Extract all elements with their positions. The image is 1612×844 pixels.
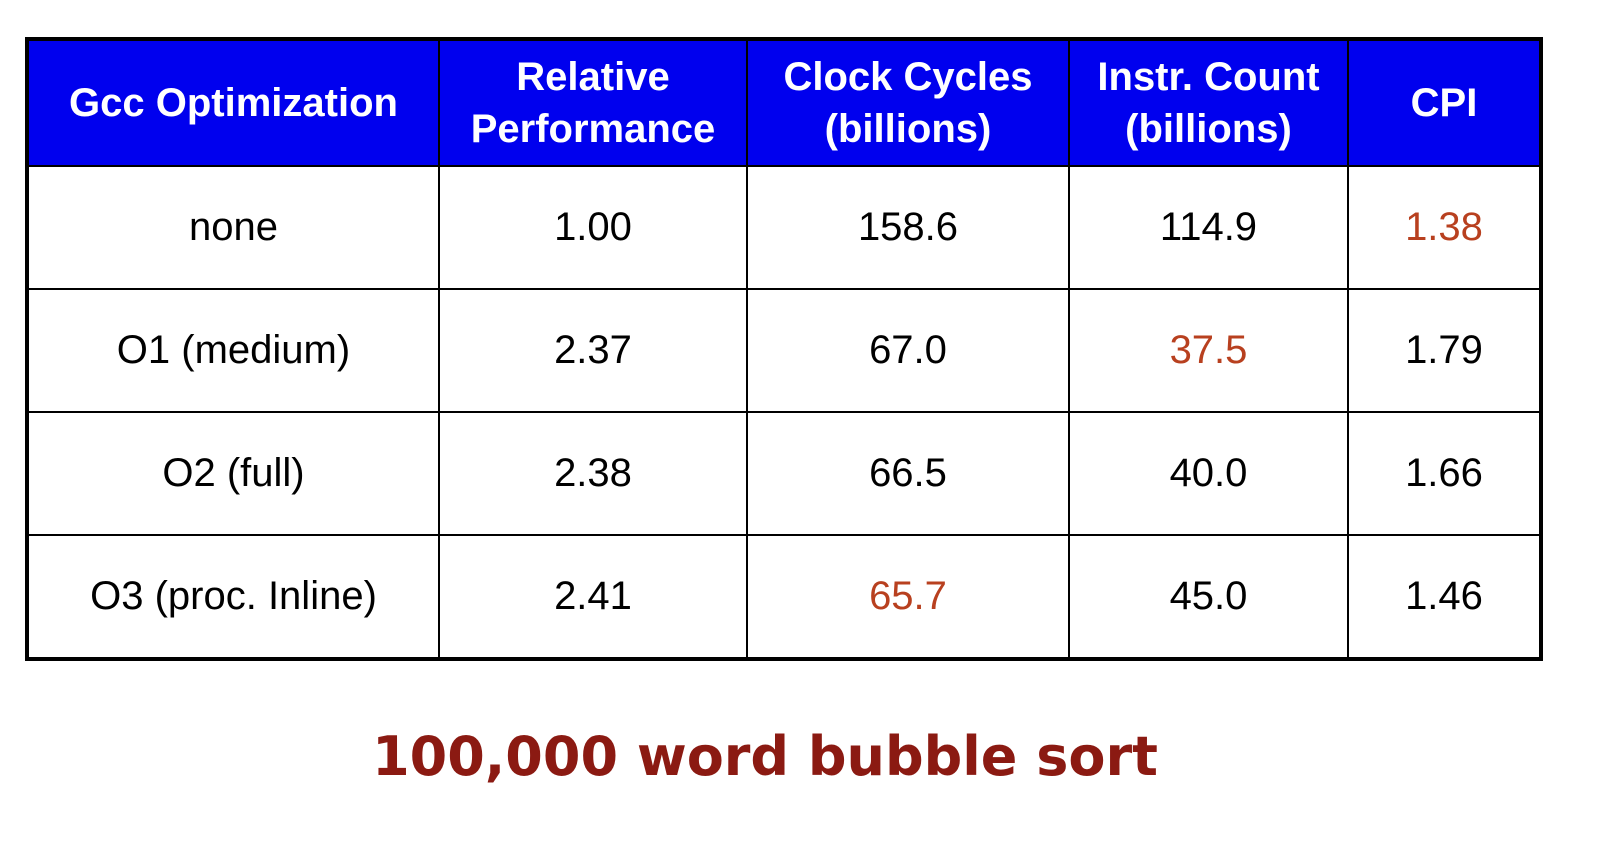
header-instr-count: Instr. Count (billions) <box>1068 38 1349 167</box>
cell-relative-performance: 2.41 <box>438 534 748 660</box>
cell-relative-performance: 2.37 <box>438 288 748 413</box>
table-row: O2 (full) 2.38 66.5 40.0 1.66 <box>26 411 1542 536</box>
table-row: none 1.00 158.6 114.9 1.38 <box>26 165 1542 290</box>
cell-optimization: none <box>26 165 440 290</box>
cell-cpi: 1.79 <box>1347 288 1542 413</box>
cell-instr-count: 40.0 <box>1068 411 1349 536</box>
header-cpi: CPI <box>1347 38 1542 167</box>
caption-title: 100,000 word bubble sort <box>372 725 1158 788</box>
cell-clock-cycles: 158.6 <box>746 165 1070 290</box>
cell-instr-count: 114.9 <box>1068 165 1349 290</box>
table-row: O3 (proc. Inline) 2.41 65.7 45.0 1.46 <box>26 534 1542 660</box>
cell-cpi: 1.38 <box>1347 165 1542 290</box>
cell-optimization: O3 (proc. Inline) <box>26 534 440 660</box>
cell-optimization: O1 (medium) <box>26 288 440 413</box>
header-clock-cycles: Clock Cycles (billions) <box>746 38 1070 167</box>
header-gcc-optimization: Gcc Optimization <box>26 38 440 167</box>
cell-clock-cycles: 67.0 <box>746 288 1070 413</box>
cell-clock-cycles: 66.5 <box>746 411 1070 536</box>
cell-instr-count: 45.0 <box>1068 534 1349 660</box>
cell-clock-cycles: 65.7 <box>746 534 1070 660</box>
performance-table: Gcc Optimization Relative Performance Cl… <box>25 37 1543 661</box>
table-header-row: Gcc Optimization Relative Performance Cl… <box>26 38 1542 167</box>
cell-optimization: O2 (full) <box>26 411 440 536</box>
cell-instr-count: 37.5 <box>1068 288 1349 413</box>
table-row: O1 (medium) 2.37 67.0 37.5 1.79 <box>26 288 1542 413</box>
cell-relative-performance: 1.00 <box>438 165 748 290</box>
cell-cpi: 1.66 <box>1347 411 1542 536</box>
cell-cpi: 1.46 <box>1347 534 1542 660</box>
cell-relative-performance: 2.38 <box>438 411 748 536</box>
header-relative-performance: Relative Performance <box>438 38 748 167</box>
